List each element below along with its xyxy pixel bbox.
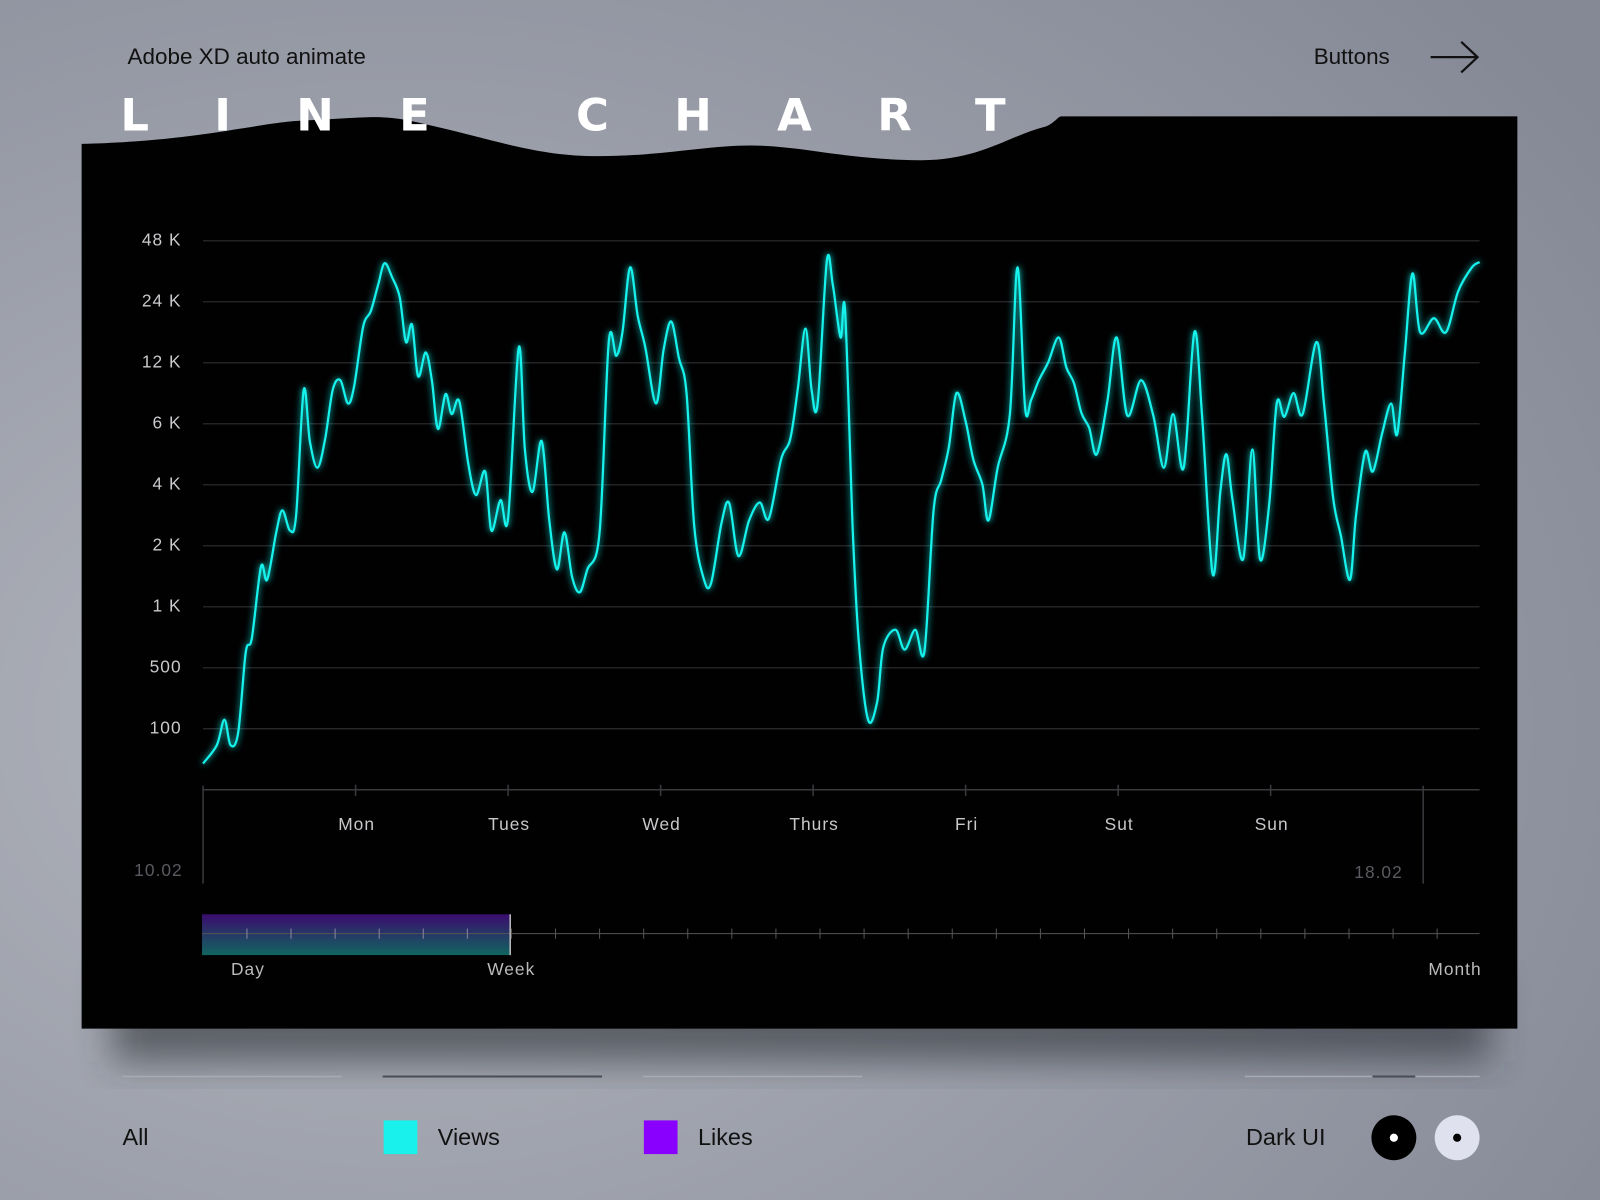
plot-area: 100 500 1 K 2 K 4 K 6 K 12 K 24 K 48 K 10.02 Mon Tu…	[134, 229, 1481, 884]
x-tick-label: Tues	[488, 814, 530, 834]
y-tick-label: 48 K	[142, 229, 182, 249]
x-tick-label: Sun	[1255, 814, 1289, 834]
toggle-dot	[1389, 1133, 1398, 1142]
x-tick-label: Wed	[642, 814, 680, 834]
legend-label[interactable]: Likes	[698, 1124, 753, 1150]
x-tick-label: Fri	[955, 814, 978, 834]
legend-swatch[interactable]	[383, 1120, 418, 1155]
chart-title: LINE CHART	[120, 88, 1071, 141]
legend-label[interactable]: Views	[438, 1124, 500, 1150]
y-tick-label: 4 K	[153, 473, 182, 493]
x-tick-label: Sut	[1105, 814, 1134, 834]
range-highlight[interactable]	[202, 914, 511, 956]
footer: All Views Likes Dark UI	[122, 1075, 1480, 1161]
chart-panel	[81, 116, 1518, 1029]
data-line	[202, 253, 1481, 765]
legend-swatch[interactable]	[643, 1120, 678, 1155]
y-tick-label: 12 K	[142, 351, 182, 371]
range-label[interactable]: Week	[487, 959, 535, 979]
y-tick-label: 2 K	[153, 534, 182, 554]
y-tick-label: 1 K	[153, 595, 182, 615]
range-label[interactable]: Month	[1428, 959, 1481, 979]
date-label: 18.02	[1354, 862, 1402, 882]
x-tick-label: Thurs	[789, 814, 838, 834]
y-tick-label: 6 K	[153, 412, 182, 432]
range-ticks	[246, 928, 1438, 939]
filter-all[interactable]: All	[122, 1124, 148, 1150]
y-tick-label: 500	[150, 656, 182, 676]
y-tick-label: 24 K	[142, 290, 182, 310]
toggle-dot	[1453, 1133, 1462, 1142]
arrow-icon[interactable]	[1430, 41, 1480, 74]
buttons-link[interactable]: Buttons	[1314, 41, 1480, 74]
date-label: 10.02	[134, 860, 182, 880]
header-caption: Adobe XD auto animate	[128, 44, 366, 69]
x-tick-label: Mon	[338, 814, 375, 834]
theme-label: Dark UI	[1246, 1124, 1326, 1150]
y-tick-label: 100	[150, 717, 182, 737]
buttons-label[interactable]: Buttons	[1314, 44, 1390, 69]
range-label[interactable]: Day	[231, 959, 265, 979]
range-selector[interactable]: Day Week Month	[202, 914, 1482, 979]
